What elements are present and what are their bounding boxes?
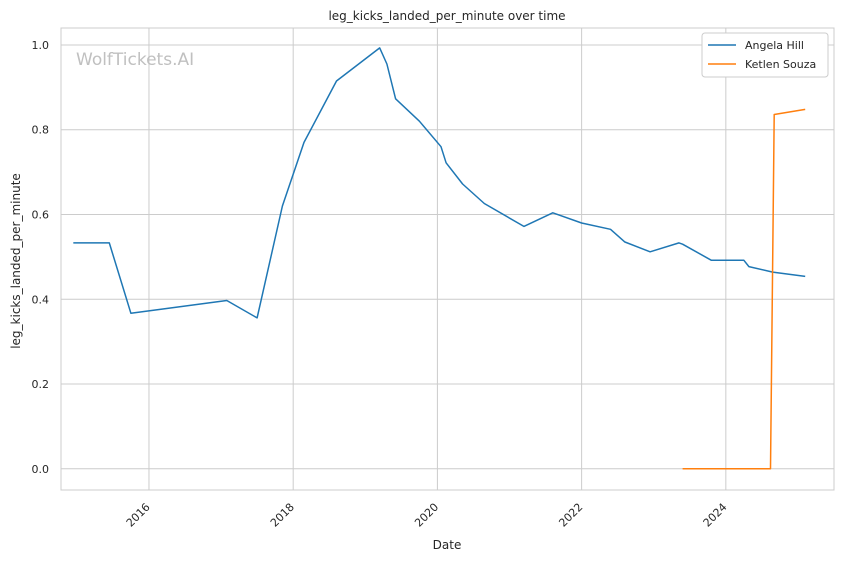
- grid: [61, 28, 834, 490]
- x-tick-labels: 2016 2018 2020 2022 2024: [124, 501, 730, 530]
- x-tick-label-2016: 2016: [124, 501, 153, 530]
- chart-title: leg_kicks_landed_per_minute over time: [328, 9, 565, 23]
- y-tick-label-5: 1.0: [32, 39, 50, 52]
- series-line-angela-hill: [73, 47, 806, 319]
- legend-box: [701, 32, 829, 78]
- y-tick-label-3: 0.6: [32, 208, 50, 221]
- x-tick-label-2018: 2018: [268, 501, 297, 530]
- y-tick-label-4: 0.8: [32, 124, 50, 137]
- series-group: [73, 47, 806, 470]
- plot-frame: [60, 27, 835, 491]
- x-axis-label: Date: [433, 538, 462, 552]
- series-line-ketlen-souza: [682, 108, 806, 470]
- watermark: WolfTickets.AI: [76, 50, 194, 70]
- y-tick-label-0: 0.0: [32, 463, 50, 476]
- y-tick-labels: 0.0 0.2 0.4 0.6 0.8 1.0: [32, 39, 50, 476]
- y-axis-label: leg_kicks_landed_per_minute: [9, 173, 23, 349]
- x-tick-label-2024: 2024: [701, 501, 730, 530]
- x-tick-label-2022: 2022: [556, 501, 585, 530]
- legend-label-angela-hill: Angela Hill: [745, 39, 804, 52]
- legend: Angela Hill Ketlen Souza: [701, 32, 829, 78]
- x-tick-label-2020: 2020: [412, 501, 441, 530]
- legend-label-ketlen-souza: Ketlen Souza: [745, 58, 816, 71]
- y-tick-label-1: 0.2: [32, 378, 50, 391]
- y-tick-label-2: 0.4: [32, 293, 50, 306]
